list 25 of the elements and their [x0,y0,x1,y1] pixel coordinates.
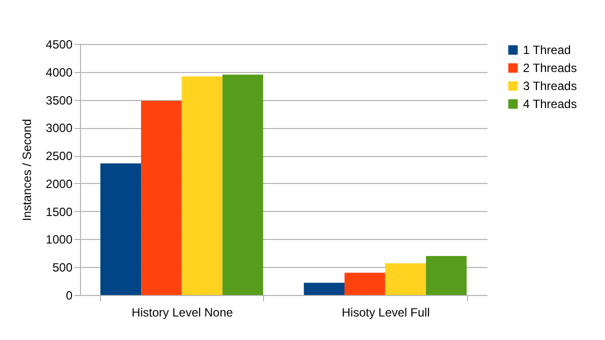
y-tick-label: 1500 [46,204,73,219]
bar [385,263,426,295]
y-tick-label: 2000 [46,176,73,191]
y-axis-title: Instances / Second [20,118,34,222]
bar [141,100,182,295]
bar [222,74,264,295]
bar [344,272,386,295]
x-tick-label: Hisoty Level Full [342,306,430,320]
bar [426,256,467,295]
y-tick-label: 2500 [46,149,73,164]
legend-label: 2 Threads [523,61,577,75]
bar [100,163,142,295]
bar [182,76,222,295]
y-tick-label: 3000 [46,121,73,136]
x-tick-label: History Level None [132,306,234,320]
y-tick-label: 0 [66,288,73,302]
legend-label: 4 Threads [523,97,577,111]
y-tick-label: 500 [52,260,73,275]
legend-label: 3 Threads [523,79,577,93]
y-tick-label: 3500 [46,93,73,108]
bar [304,282,345,295]
legend-label: 1 Thread [523,43,571,57]
y-tick-label: 4500 [46,38,73,52]
y-tick-label: 4000 [46,65,73,80]
y-tick-label: 1000 [46,232,73,247]
